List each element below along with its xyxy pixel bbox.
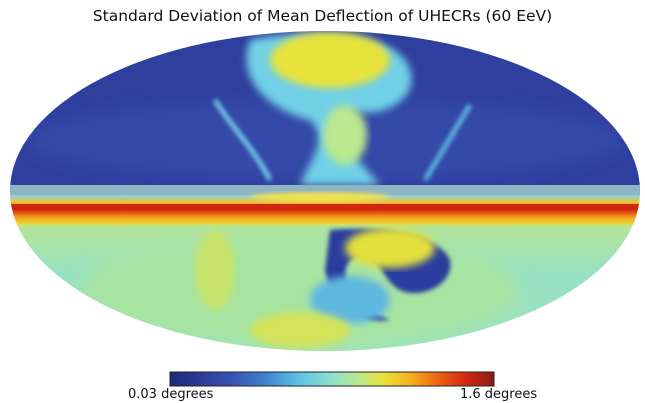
south-hotspot [345, 228, 435, 268]
plane-upper-band [10, 185, 640, 195]
south-left-streak [195, 230, 235, 310]
plane-red-core [10, 204, 640, 210]
north-hotspot [270, 32, 390, 88]
chart-title: Standard Deviation of Mean Deflection of… [92, 7, 553, 25]
south-blue-lobe [310, 276, 390, 324]
north-arc-right [422, 103, 473, 182]
north-mid-spot [323, 105, 367, 165]
colorbar-min-label: 0.03 degrees [128, 387, 214, 402]
colorbar [169, 371, 495, 387]
sky-map-pixels [10, 31, 640, 351]
plane-center-spot [250, 192, 390, 202]
south-bottom-spot [250, 312, 350, 348]
north-arc-left [212, 98, 273, 182]
colorbar-max-label: 1.6 degrees [460, 387, 538, 402]
